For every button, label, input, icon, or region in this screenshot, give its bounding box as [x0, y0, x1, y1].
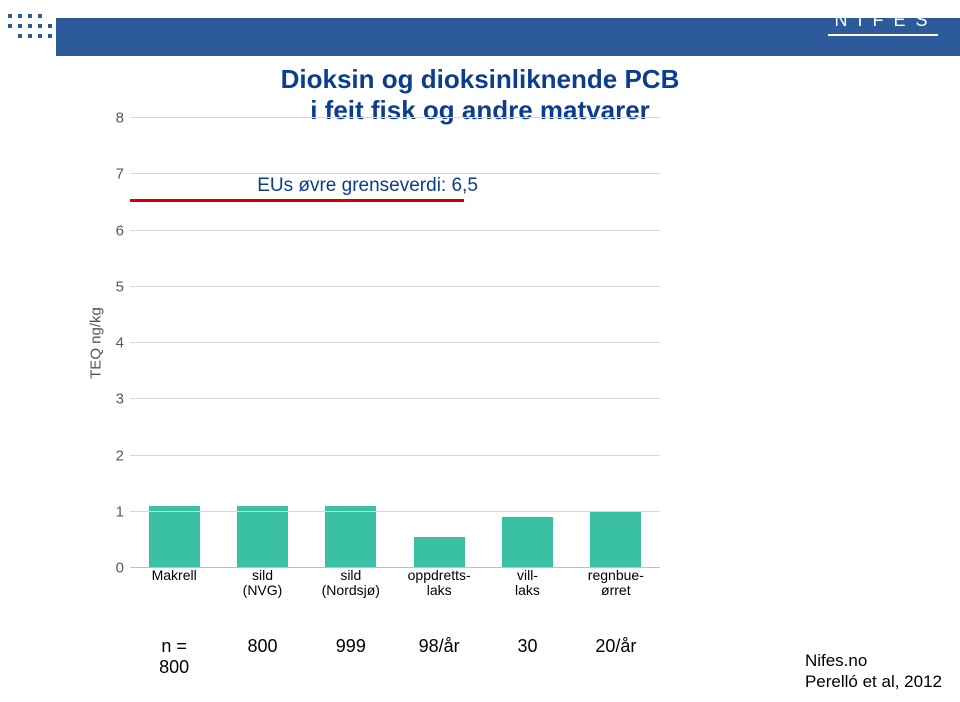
gridline — [130, 398, 660, 399]
header-dot — [38, 34, 42, 38]
limit-line — [130, 199, 464, 202]
x-axis-labels: Makrellsild (NVG)sild (Nordsjø)oppdretts… — [130, 568, 660, 598]
header-dot — [48, 34, 52, 38]
logo-line-bottom — [828, 34, 938, 36]
x-tick-label: Makrell — [130, 568, 218, 583]
credit-line-2: Perelló et al, 2012 — [805, 671, 942, 692]
credit-line-1: Nifes.no — [805, 650, 942, 671]
logo: NIFES — [828, 4, 938, 39]
bar — [149, 506, 200, 568]
x-tick-label: vill- laks — [483, 568, 571, 598]
sample-size-value: 800 — [233, 636, 293, 657]
x-tick-label: regnbue- ørret — [572, 568, 660, 598]
bar — [502, 517, 553, 568]
y-tick-label: 1 — [116, 503, 124, 520]
gridline — [130, 286, 660, 287]
y-tick-label: 0 — [116, 560, 124, 577]
header-dot — [8, 14, 12, 18]
y-tick-label: 2 — [116, 447, 124, 464]
header-dot — [38, 14, 42, 18]
header-dot — [38, 24, 42, 28]
logo-text: NIFES — [828, 10, 938, 31]
y-tick-label: 4 — [116, 335, 124, 352]
sample-size-row: n = 80080099998/år3020/år — [80, 636, 660, 660]
chart: TEQ ng/kg 012345678EUs øvre grenseverdi:… — [80, 118, 880, 598]
header-dot — [48, 24, 52, 28]
bar — [237, 506, 288, 568]
y-axis-label: TEQ ng/kg — [88, 307, 105, 379]
gridline — [130, 511, 660, 512]
x-tick-label: oppdretts- laks — [395, 568, 483, 598]
sample-size-value: 30 — [498, 636, 558, 657]
x-tick-label: sild (NVG) — [218, 568, 306, 598]
source-credit: Nifes.no Perelló et al, 2012 — [805, 650, 942, 692]
header: NIFES — [0, 0, 960, 56]
header-dot — [18, 24, 22, 28]
bar — [325, 506, 376, 568]
y-tick-label: 7 — [116, 166, 124, 183]
limit-label: EUs øvre grenseverdi: 6,5 — [257, 175, 478, 197]
y-tick-label: 3 — [116, 391, 124, 408]
y-tick-label: 5 — [116, 278, 124, 295]
gridline — [130, 455, 660, 456]
header-dot — [8, 24, 12, 28]
sample-size-value: 98/år — [409, 636, 469, 657]
gridline — [130, 117, 660, 118]
sample-size-value: 20/år — [586, 636, 646, 657]
y-tick-label: 8 — [116, 110, 124, 127]
header-dot — [28, 34, 32, 38]
sample-size-value: 999 — [321, 636, 381, 657]
logo-line-top — [828, 7, 938, 9]
gridline — [130, 230, 660, 231]
header-dot — [18, 34, 22, 38]
chart-title-line1: Dioksin og dioksinliknende PCB — [0, 64, 960, 95]
header-dot — [28, 14, 32, 18]
x-tick-label: sild (Nordsjø) — [307, 568, 395, 598]
plot-area: TEQ ng/kg 012345678EUs øvre grenseverdi:… — [130, 118, 660, 568]
y-tick-label: 6 — [116, 222, 124, 239]
header-dot — [28, 24, 32, 28]
bar — [590, 512, 641, 568]
gridline — [130, 342, 660, 343]
bar — [414, 537, 465, 568]
header-dot — [18, 14, 22, 18]
header-stripe — [56, 18, 960, 56]
sample-size-value: n = 800 — [144, 636, 204, 678]
